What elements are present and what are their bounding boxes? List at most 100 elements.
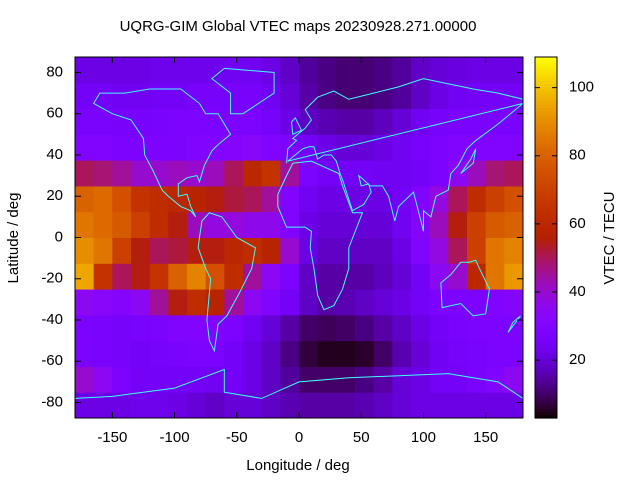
heatmap-cell	[299, 82, 319, 110]
heatmap-cell	[411, 340, 431, 367]
heatmap-cell	[243, 366, 263, 393]
heatmap-cell	[205, 185, 225, 213]
colorbar-swatch	[535, 243, 557, 248]
colorbar-swatch	[535, 189, 557, 193]
heatmap-cell	[429, 82, 449, 110]
heatmap-cell	[411, 57, 431, 84]
heatmap-cell	[224, 340, 244, 367]
colorbar-swatch	[535, 111, 557, 115]
x-tick-label: 0	[295, 429, 303, 446]
heatmap-cell	[467, 340, 487, 367]
heatmap-cell	[131, 366, 151, 393]
heatmap-cell	[93, 108, 113, 135]
colorbar-swatch	[535, 273, 557, 278]
colorbar-swatch	[535, 345, 557, 350]
colorbar-swatch	[535, 366, 557, 371]
heatmap-cell	[429, 314, 449, 342]
colorbar-swatch	[535, 192, 557, 196]
heatmap-cell	[504, 340, 524, 367]
heatmap-cell	[299, 289, 319, 316]
heatmap-cell	[392, 82, 412, 110]
colorbar-swatch	[535, 372, 557, 377]
heatmap-cell	[149, 211, 169, 238]
colorbar-swatch	[535, 321, 557, 326]
heatmap-cell	[149, 160, 169, 187]
heatmap-cell	[467, 237, 487, 264]
heatmap-cell	[205, 366, 225, 393]
colorbar-swatch	[535, 168, 557, 172]
heatmap-cell	[373, 392, 393, 419]
heatmap-cell	[112, 134, 132, 161]
heatmap-cell	[168, 185, 188, 213]
colorbar-swatch	[535, 303, 557, 308]
colorbar-swatch	[535, 237, 557, 242]
colorbar-swatch	[535, 90, 557, 94]
heatmap-cell	[131, 134, 151, 161]
heatmap-cell	[75, 134, 95, 161]
heatmap-cell	[355, 289, 375, 316]
heatmap-cell	[373, 108, 393, 135]
heatmap-cell	[243, 160, 263, 187]
colorbar-tick-label: 40	[569, 283, 586, 300]
colorbar-swatch	[535, 117, 557, 121]
heatmap-cell	[75, 57, 95, 84]
heatmap-cell	[448, 340, 468, 367]
heatmap-cell	[280, 340, 300, 367]
colorbar-swatch	[535, 405, 557, 410]
heatmap-cell	[448, 57, 468, 84]
heatmap-cell	[280, 160, 300, 187]
heatmap-cell	[355, 160, 375, 187]
heatmap-cell	[317, 392, 337, 419]
y-tick-label: 0	[55, 228, 63, 245]
heatmap-cell	[168, 160, 188, 187]
heatmap-cell	[448, 185, 468, 213]
heatmap-cell	[467, 108, 487, 135]
colorbar-swatch	[535, 240, 557, 245]
heatmap-cell	[112, 392, 132, 419]
heatmap-cell	[485, 366, 505, 393]
heatmap-cell	[112, 263, 132, 290]
colorbar-swatch	[535, 177, 557, 181]
heatmap-cell	[299, 57, 319, 84]
heatmap-cell	[280, 134, 300, 161]
heatmap-cell	[429, 366, 449, 393]
heatmap-cell	[448, 237, 468, 264]
heatmap-cell	[205, 340, 225, 367]
colorbar-swatch	[535, 255, 557, 260]
colorbar-swatch	[535, 318, 557, 323]
heatmap-cell	[280, 211, 300, 238]
heatmap-cell	[168, 392, 188, 419]
heatmap-cell	[243, 314, 263, 342]
heatmap-cell	[504, 160, 524, 187]
heatmap-cell	[504, 108, 524, 135]
heatmap-cell	[336, 57, 356, 84]
heatmap-cell	[411, 366, 431, 393]
colorbar-swatch	[535, 258, 557, 263]
colorbar-swatch	[535, 159, 557, 163]
colorbar-swatch	[535, 135, 557, 139]
heatmap-cell	[261, 263, 281, 290]
x-tick-label: -150	[97, 429, 127, 446]
heatmap-cell	[149, 366, 169, 393]
heatmap-cell	[243, 108, 263, 135]
heatmap-cell	[261, 108, 281, 135]
colorbar-swatch	[535, 66, 557, 70]
heatmap-cell	[93, 392, 113, 419]
heatmap-cell	[280, 289, 300, 316]
heatmap-cell	[429, 340, 449, 367]
heatmap-cell	[373, 185, 393, 213]
heatmap-cell	[131, 108, 151, 135]
heatmap-cell	[392, 57, 412, 84]
heatmap-cell	[504, 289, 524, 316]
colorbar-swatch	[535, 294, 557, 299]
heatmap-cell	[131, 314, 151, 342]
colorbar-tick-label: 100	[569, 79, 594, 96]
heatmap	[75, 57, 524, 419]
colorbar-swatch	[535, 72, 557, 76]
heatmap-cell	[392, 211, 412, 238]
heatmap-cell	[280, 392, 300, 419]
heatmap-cell	[299, 211, 319, 238]
heatmap-cell	[187, 289, 207, 316]
heatmap-cell	[485, 392, 505, 419]
